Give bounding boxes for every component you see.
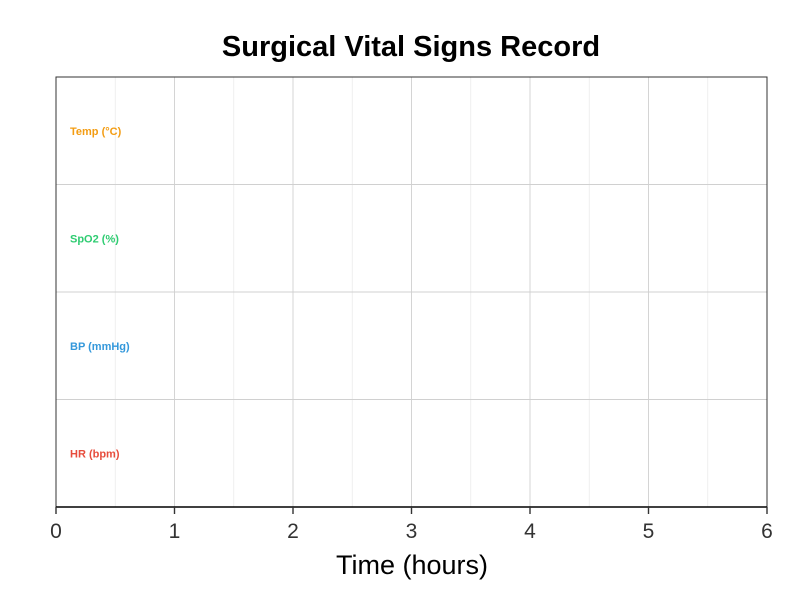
x-tick-label: 0	[50, 520, 62, 543]
chart-title: Surgical Vital Signs Record	[222, 31, 600, 63]
x-tick-label: 3	[406, 520, 418, 543]
row-label-temp-c: Temp (°C)	[70, 126, 122, 138]
x-tick-label: 6	[761, 520, 773, 543]
x-axis-label: Time (hours)	[336, 550, 488, 580]
grid-layer	[55, 77, 768, 507]
row-label-bp-mmhg: BP (mmHg)	[70, 341, 130, 353]
row-labels: Temp (°C) SpO2 (%) BP (mmHg) HR (bpm)	[70, 126, 130, 461]
x-tick-label: 4	[524, 520, 536, 543]
x-axis-ticks: 0 1 2 3 4 5 6	[50, 507, 773, 543]
x-tick-label: 1	[169, 520, 181, 543]
x-tick-label: 5	[643, 520, 655, 543]
row-label-hr-bpm: HR (bpm)	[70, 448, 120, 460]
x-tick-label: 2	[287, 520, 299, 543]
row-label-spo2: SpO2 (%)	[70, 233, 119, 245]
